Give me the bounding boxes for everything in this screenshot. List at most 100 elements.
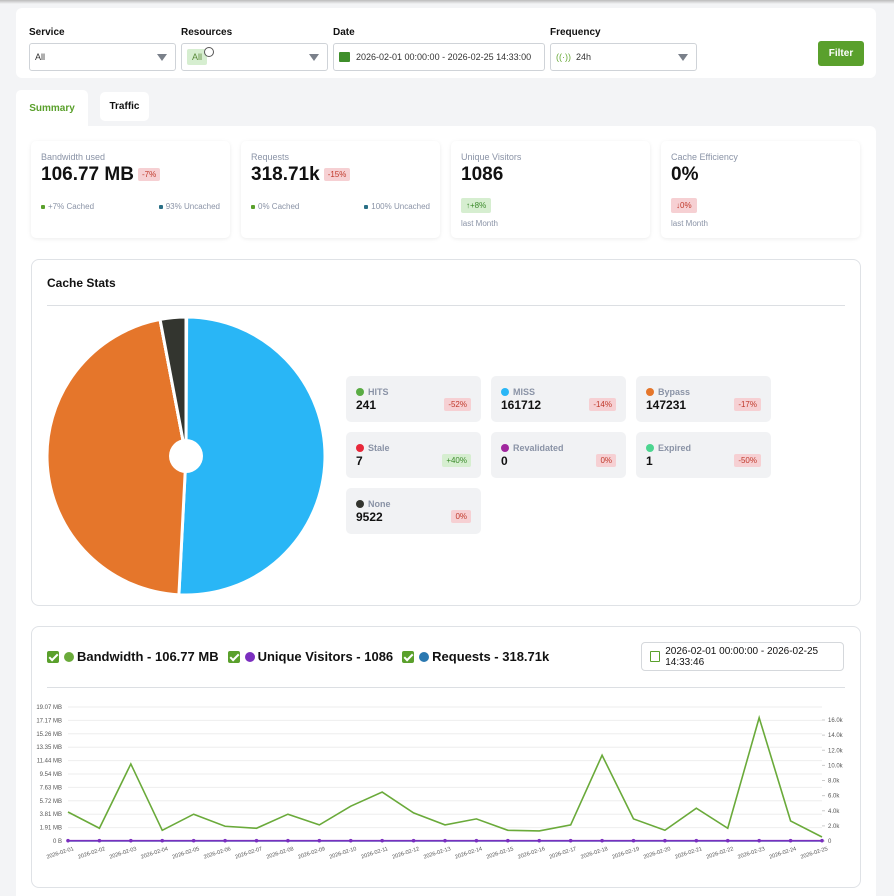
x-tick-label: 2026-02-04 (140, 846, 169, 860)
x-tick-label: 2026-02-07 (235, 846, 264, 860)
kpi-value: 0% (671, 164, 699, 185)
resources-select[interactable]: All (181, 43, 328, 71)
tab-traffic[interactable]: Traffic (100, 92, 149, 121)
date-range-button[interactable]: 2026-02-01 00:00:00 - 2026-02-25 14:33:4… (641, 642, 844, 671)
stat-name: Revalidated (513, 443, 564, 453)
cached-stat: 0% Cached (251, 202, 299, 211)
stat-box: Bypass 147231 -17% (636, 376, 771, 422)
series-point (348, 838, 353, 843)
stat-value: 147231 (646, 398, 687, 412)
legend-checkbox[interactable] (227, 650, 240, 663)
y-tick-label: 17.17 MB (36, 718, 62, 724)
y2-tick-label: 0 (828, 839, 832, 845)
series-point (160, 838, 165, 843)
x-tick-label: 2026-02-12 (392, 846, 421, 860)
stat-box: Stale 7 +40% (346, 432, 481, 478)
x-tick-label: 2026-02-03 (109, 846, 138, 860)
series-point (725, 838, 730, 843)
x-tick-label: 2026-02-19 (612, 846, 641, 860)
filter-label: Service (29, 27, 65, 38)
filter-button[interactable]: Filter (818, 41, 864, 66)
legend-checkbox[interactable] (402, 650, 415, 663)
series-point (506, 838, 510, 843)
traffic-chart-card: 2026-02-01 00:00:00 - 2026-02-25 14:33:4… (31, 626, 861, 888)
stat-name: None (368, 499, 391, 509)
y2-tick-label: 12.0k (828, 748, 844, 754)
frequency-select[interactable]: ((·)) 24h (550, 43, 697, 71)
y-tick-label: 5.72 MB (40, 799, 62, 805)
kpi-card: Bandwidth used 106.77 MB -7% +7% Cached 93% … (31, 141, 230, 238)
x-tick-label: 2026-02-06 (203, 846, 232, 860)
y2-tick-label: 2.0k (828, 824, 840, 830)
stat-value: 9522 (356, 510, 383, 524)
x-tick-label: 2026-02-10 (329, 846, 358, 860)
legend-checkbox[interactable] (47, 650, 59, 663)
series-point (443, 838, 447, 843)
kpi-value: 1086 (461, 164, 504, 185)
service-select[interactable]: All (29, 43, 176, 71)
x-tick-label: 2026-02-17 (549, 846, 578, 860)
series-point (631, 838, 636, 843)
chart-legend: Bandwidth - 106.77 MB Unique Visitors - 1… (47, 649, 558, 664)
series-point (568, 838, 573, 843)
tab-summary[interactable]: Summary (16, 90, 88, 127)
x-tick-label: 2026-02-21 (674, 846, 703, 860)
cached-stat: +7% Cached (41, 202, 94, 211)
legend-dot (419, 651, 430, 662)
x-tick-label: 2026-02-09 (297, 846, 326, 860)
stat-name: Expired (658, 443, 692, 453)
legend-dot (251, 204, 255, 209)
stat-dot (356, 444, 364, 452)
filter-label: Resources (181, 27, 233, 38)
legend-dot (64, 651, 74, 662)
stat-dot (356, 388, 364, 396)
x-tick-label: 2026-02-25 (800, 846, 829, 860)
x-tick-label: 2026-02-14 (454, 846, 483, 860)
pie-slice (45, 317, 188, 597)
y-tick-label: 19.07 MB (36, 705, 62, 711)
stat-value: 1 (646, 454, 653, 468)
legend-label: Requests - 318.71k (432, 649, 550, 664)
change-badge: -52% (444, 398, 471, 411)
y-tick-label: 13.35 MB (36, 745, 62, 751)
uncached-text: 93% Uncached (165, 202, 220, 211)
stat-name: HITS (368, 387, 389, 397)
y-tick-label: 11.44 MB (37, 759, 62, 765)
kpi-card: Cache Efficiency 0% ↓0% last Month (661, 141, 860, 238)
series-point (537, 838, 542, 843)
top-shadow (0, 0, 894, 4)
kpi-card: Unique Visitors 1086 ↑+8% last Month (451, 141, 650, 238)
series-point (286, 838, 290, 843)
divider (47, 305, 845, 306)
filter-label: Frequency (550, 27, 601, 38)
stat-box: Revalidated 0 0% (491, 432, 626, 478)
legend-dot (244, 651, 255, 662)
y2-tick-label: 4.0k (828, 809, 840, 815)
stat-dot (501, 388, 509, 396)
cached-text: 0% Cached (258, 202, 300, 211)
change-badge: 0% (451, 510, 471, 523)
legend-label: Bandwidth - 106.77 MB (77, 649, 219, 664)
series-point (380, 838, 384, 843)
x-tick-label: 2026-02-05 (172, 846, 201, 860)
legend-dot (41, 204, 45, 209)
y2-tick-label: 14.0k (828, 733, 844, 739)
change-badge: 0% (596, 454, 616, 467)
kpi-card: Requests 318.71k -15% 0% Cached 100% Uncache… (241, 141, 440, 238)
legend-item[interactable]: Bandwidth - 106.77 MB (47, 649, 219, 664)
select-value: 24h (576, 52, 592, 62)
legend-item[interactable]: Requests - 318.71k (402, 649, 549, 664)
series-point (191, 838, 196, 843)
date-input[interactable]: 2026-02-01 00:00:00 - 2026-02-25 14:33:0… (333, 43, 545, 71)
y-tick-label: 15.26 MB (36, 732, 62, 738)
cached-text: +7% Cached (48, 202, 95, 211)
x-tick-label: 2026-02-02 (77, 846, 106, 860)
y-tick-label: 0 B (53, 839, 62, 845)
legend-item[interactable]: Unique Visitors - 1086 (227, 649, 393, 664)
kpi-label: Bandwidth used (41, 152, 106, 162)
period-label: last Month (671, 219, 708, 228)
series-point (254, 838, 259, 843)
change-badge: ↓0% (671, 198, 697, 213)
change-badge: -17% (734, 398, 761, 411)
